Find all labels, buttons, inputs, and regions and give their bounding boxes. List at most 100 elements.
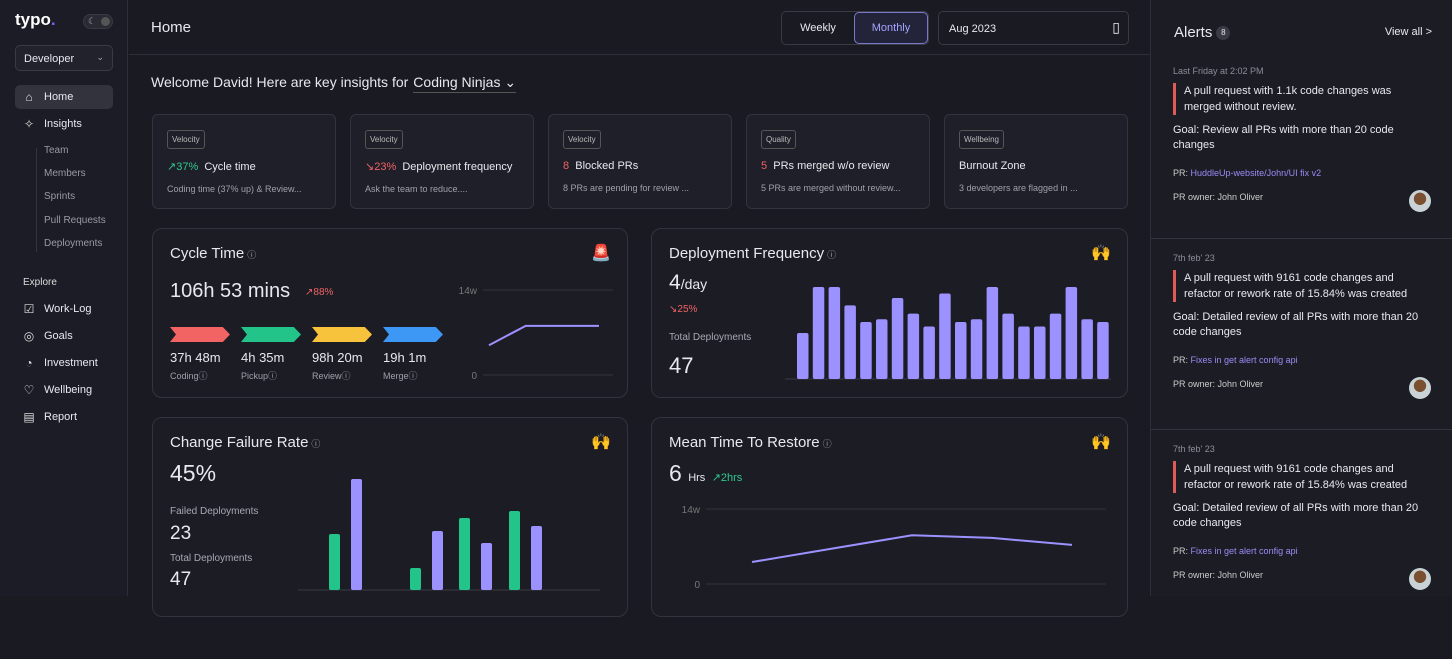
alert-goal: Goal: Detailed review of all PRs with mo… <box>1173 310 1431 340</box>
info-icon[interactable]: ⓘ <box>827 250 836 260</box>
bar <box>1002 314 1014 379</box>
stage-arrow <box>312 327 372 342</box>
pr-link[interactable]: Fixes in get alert config api <box>1191 546 1298 556</box>
welcome-text: Welcome David! Here are key insights for… <box>151 74 516 91</box>
insight-card[interactable]: Velocity ↗37% Cycle time Coding time (37… <box>152 114 336 209</box>
stage-label-text: Pickup <box>241 371 268 381</box>
alerts-count-badge: 8 <box>1216 26 1230 40</box>
stage-label: Codingⓘ <box>170 369 208 382</box>
avatar[interactable] <box>1409 568 1431 590</box>
alert-item[interactable]: 7th feb' 23 A pull request with 9161 cod… <box>1151 238 1452 429</box>
sidebar-sub-deployments[interactable]: Deployments <box>44 238 102 249</box>
alert-message: A pull request with 9161 code changes an… <box>1173 270 1431 302</box>
sidebar-item-wellbeing[interactable]: ♡Wellbeing <box>15 378 113 402</box>
sidebar-item-investment[interactable]: ◔Investment <box>15 351 113 375</box>
sidebar-item-report[interactable]: ▤ Report <box>15 405 113 429</box>
sidebar-item-goals[interactable]: ◎Goals <box>15 324 113 348</box>
bar <box>908 314 920 379</box>
pie-icon: ◔ <box>22 356 36 370</box>
deploy-unit: /day <box>681 276 707 292</box>
sidebar-sub-sprints[interactable]: Sprints <box>44 191 75 202</box>
deployment-bar-chart <box>785 279 1115 382</box>
bar <box>829 287 841 379</box>
info-icon[interactable]: ⓘ <box>342 371 351 381</box>
theme-toggle[interactable]: ☾ <box>83 14 113 29</box>
y-tick-label: 0 <box>471 371 477 379</box>
avatar[interactable] <box>1409 377 1431 399</box>
mttr-unit: Hrs <box>688 472 705 484</box>
failed-deployments-label: Failed Deployments <box>170 506 258 517</box>
date-picker[interactable]: Aug 2023▯ <box>938 11 1129 45</box>
alert-item[interactable]: 7th feb' 23 A pull request with 9161 cod… <box>1151 429 1452 659</box>
calendar-icon: ▯ <box>1112 19 1120 36</box>
bar <box>1097 322 1109 379</box>
avatar[interactable] <box>1409 190 1431 212</box>
nav-label: Report <box>44 411 77 423</box>
nav-label: Goals <box>44 330 73 342</box>
insight-heading: 8 Blocked PRs <box>563 160 731 172</box>
sidebar-item-work-log[interactable]: ☑Work-Log <box>15 297 113 321</box>
bar-total <box>432 531 443 590</box>
alert-goal: Goal: Review all PRs with more than 20 c… <box>1173 123 1431 153</box>
info-icon[interactable]: ⓘ <box>268 371 277 381</box>
insight-card[interactable]: Velocity 8 Blocked PRs 8 PRs are pending… <box>548 114 732 209</box>
alert-time: 7th feb' 23 <box>1173 444 1431 454</box>
cfr-bar-chart <box>298 468 608 593</box>
bar-total <box>481 543 492 590</box>
insight-card[interactable]: Wellbeing Burnout Zone 3 developers are … <box>944 114 1128 209</box>
pr-link[interactable]: HuddleUp-website/John/UI fix v2 <box>1191 168 1322 178</box>
insight-delta: 8 <box>563 160 569 172</box>
info-icon[interactable]: ⓘ <box>199 371 208 381</box>
alert-item[interactable]: Last Friday at 2:02 PM A pull request wi… <box>1151 52 1452 238</box>
nav-label: Wellbeing <box>44 384 92 396</box>
bar <box>955 322 967 379</box>
bar <box>1081 319 1093 379</box>
insight-description: 8 PRs are pending for review ... <box>563 183 731 193</box>
nav-label: Home <box>44 91 73 103</box>
chevron-down-icon: ⌄ <box>96 52 104 63</box>
sidebar-item-insights[interactable]: ✧Insights <box>15 112 113 136</box>
info-icon[interactable]: ⓘ <box>823 439 832 449</box>
stage-arrow <box>170 327 230 342</box>
insight-card[interactable]: Quality 5 PRs merged w/o review 5 PRs ar… <box>746 114 930 209</box>
alert-message: A pull request with 1.1k code changes wa… <box>1173 83 1431 115</box>
stage-label-text: Review <box>312 371 342 381</box>
logo[interactable]: typo. <box>15 10 56 30</box>
insight-delta: ↘23% <box>365 161 396 173</box>
pr-link[interactable]: Fixes in get alert config api <box>1191 355 1298 365</box>
category-tag: Quality <box>761 130 796 149</box>
stage-label-text: Merge <box>383 371 409 381</box>
alert-pr: PR: Fixes in get alert config api <box>1173 355 1431 365</box>
sidebar-sub-pull-requests[interactable]: Pull Requests <box>44 215 106 226</box>
alert-time: 7th feb' 23 <box>1173 253 1431 263</box>
report-icon: ▤ <box>22 410 36 424</box>
sidebar-sub-members[interactable]: Members <box>44 168 86 179</box>
chevron-down-icon: ⌄ <box>504 74 516 90</box>
role-select[interactable]: Developer⌄ <box>15 45 113 71</box>
sidebar-item-home[interactable]: ⌂Home <box>15 85 113 109</box>
stage-arrow <box>241 327 301 342</box>
bar <box>1034 327 1046 379</box>
alerts-title: Alerts <box>1174 24 1212 41</box>
bar <box>1050 314 1062 379</box>
insight-title: Deployment frequency <box>402 161 512 173</box>
pr-label: PR: <box>1173 168 1188 178</box>
info-icon[interactable]: ⓘ <box>247 250 256 260</box>
insight-title: PRs merged w/o review <box>773 160 889 172</box>
info-icon[interactable]: ⓘ <box>409 371 418 381</box>
y-tick-label: 14w <box>682 505 701 516</box>
insight-card[interactable]: Velocity ↘23% Deployment frequency Ask t… <box>350 114 534 209</box>
top-bar: Home Weekly Monthly Aug 2023▯ <box>129 0 1150 55</box>
sidebar-sub-team[interactable]: Team <box>44 145 68 156</box>
view-all-link[interactable]: View all > <box>1385 26 1432 38</box>
team-select[interactable]: Coding Ninjas ⌄ <box>413 74 516 93</box>
tab-weekly[interactable]: Weekly <box>782 12 854 44</box>
info-icon[interactable]: ⓘ <box>311 439 320 449</box>
tab-monthly[interactable]: Monthly <box>854 12 928 44</box>
team-name: Coding Ninjas <box>413 74 500 90</box>
